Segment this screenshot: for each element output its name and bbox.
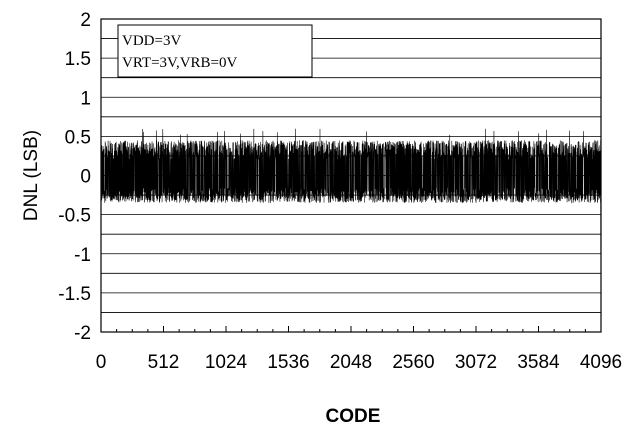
x-tick-label: 1536: [267, 352, 309, 373]
y-tick-label: 1.5: [65, 49, 91, 70]
annotation-line-1: VDD=3V: [122, 33, 181, 49]
axis-ticks: [100, 326, 602, 332]
x-axis-title: CODE: [326, 406, 381, 427]
x-tick-label: 1024: [205, 352, 248, 373]
dnl-trace: [100, 128, 602, 254]
y-tick-label: 0: [80, 167, 91, 188]
x-tick-label: 3072: [455, 352, 497, 373]
x-tick-label: 2048: [330, 352, 372, 373]
x-tick-label: 0: [96, 352, 107, 373]
y-tick-label: -1.5: [58, 284, 91, 305]
x-tick-labels: 0 512 1024 1536 2048 2560 3072 3584 4096: [96, 352, 622, 373]
annotation-box: VDD=3V VRT=3V,VRB=0V: [117, 24, 313, 78]
y-tick-label: 2: [80, 10, 91, 31]
y-tick-label: -2: [74, 323, 91, 344]
x-tick-label: 3584: [517, 352, 560, 373]
y-tick-label: 0.5: [65, 127, 91, 148]
annotation-line-2: VRT=3V,VRB=0V: [122, 55, 238, 71]
x-tick-label: 512: [148, 352, 180, 373]
y-tick-label: -0.5: [58, 206, 91, 227]
dnl-series: [100, 128, 602, 254]
annotation-frame: [117, 24, 313, 78]
x-tick-label: 4096: [580, 352, 622, 373]
x-tick-label: 2560: [392, 352, 434, 373]
y-tick-label: -1: [74, 245, 91, 266]
y-tick-label: 1: [80, 88, 91, 109]
y-axis-title: DNL (LSB): [21, 130, 42, 221]
y-tick-labels: 2 1.5 1 0.5 0 -0.5 -1 -1.5 -2: [58, 10, 91, 344]
